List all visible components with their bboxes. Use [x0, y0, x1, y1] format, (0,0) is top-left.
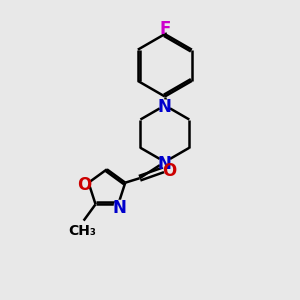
Text: CH₃: CH₃ — [68, 224, 96, 238]
Circle shape — [164, 164, 175, 175]
Text: F: F — [159, 20, 170, 38]
Text: N: N — [113, 199, 127, 217]
Text: O: O — [77, 176, 91, 194]
Circle shape — [160, 21, 170, 32]
Circle shape — [160, 100, 170, 111]
Circle shape — [79, 177, 89, 188]
Circle shape — [160, 157, 170, 167]
Text: N: N — [158, 98, 172, 116]
Circle shape — [114, 200, 125, 211]
Text: O: O — [162, 162, 176, 180]
Text: N: N — [158, 155, 172, 173]
